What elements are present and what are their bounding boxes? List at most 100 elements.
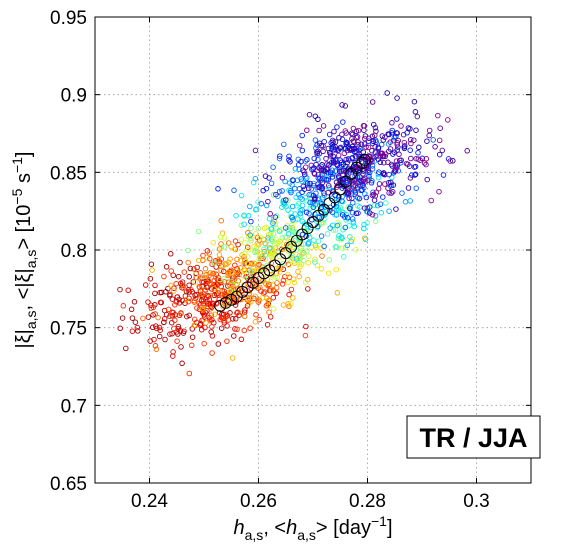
scatter-point	[166, 313, 173, 320]
scatter-point	[424, 176, 430, 183]
scatter-point	[289, 203, 296, 210]
scatter-point	[314, 150, 320, 157]
scatter-point	[210, 270, 217, 277]
scatter-point	[375, 174, 382, 181]
scatter-point	[370, 121, 377, 128]
scatter-point	[259, 295, 265, 301]
scatter-point	[401, 139, 408, 146]
y-tick-label: 0.9	[61, 86, 87, 107]
scatter-point	[372, 144, 378, 150]
scatter-point	[152, 282, 158, 289]
scatter-point	[394, 130, 400, 136]
scatter-point	[304, 248, 310, 254]
scatter-point	[407, 175, 414, 181]
scatter-point	[353, 148, 359, 154]
scatter-point	[312, 196, 318, 203]
scatter-point	[414, 113, 421, 120]
scatter-point	[305, 260, 312, 266]
scatter-point	[292, 211, 298, 217]
scatter-point	[200, 273, 207, 280]
scatter-point	[192, 279, 199, 285]
scatter-point	[312, 137, 319, 143]
scatter-point	[207, 280, 214, 287]
scatter-point	[247, 232, 253, 238]
scatter-point	[174, 329, 180, 335]
scatter-point	[325, 182, 332, 189]
scatter-point	[365, 144, 372, 151]
scatter-point	[198, 326, 205, 333]
scatter-point	[370, 138, 377, 144]
scatter-point	[181, 269, 188, 275]
scatter-point	[319, 179, 326, 186]
scatter-point	[241, 268, 248, 274]
scatter-point	[381, 159, 387, 166]
scatter-point	[380, 137, 387, 143]
scatter-point	[265, 297, 272, 304]
scatter-point	[366, 204, 373, 210]
scatter-point	[241, 262, 247, 268]
scatter-point	[301, 171, 308, 178]
scatter-point	[326, 257, 333, 263]
scatter-point	[403, 160, 410, 167]
scatter-point	[233, 212, 239, 219]
scatter-point	[228, 278, 235, 284]
scatter-point	[258, 200, 265, 207]
scatter-point	[290, 276, 297, 282]
scatter-point	[286, 262, 292, 269]
scatter-point	[149, 324, 156, 331]
scatter-point	[354, 134, 361, 140]
scatter-point	[167, 331, 173, 337]
scatter-point	[288, 214, 295, 220]
scatter-point	[333, 266, 340, 273]
scatter-point	[356, 179, 363, 185]
scatter-point	[173, 299, 180, 305]
scatter-point	[290, 295, 296, 301]
scatter-point	[320, 143, 326, 149]
scatter-point	[234, 310, 240, 316]
scatter-point	[168, 268, 174, 274]
scatter-point	[389, 120, 395, 126]
scatter-point	[241, 309, 248, 315]
scatter-point	[299, 147, 306, 154]
scatter-point	[263, 224, 269, 231]
mean-series-points	[214, 153, 371, 312]
scatter-point	[186, 312, 192, 319]
scatter-point	[412, 163, 419, 170]
scatter-point	[169, 312, 176, 319]
scatter-point	[218, 263, 224, 269]
scatter-point	[262, 241, 269, 247]
scatter-point	[228, 243, 234, 250]
scatter-point	[389, 127, 395, 134]
scatter-point	[209, 350, 215, 356]
scatter-point	[201, 340, 207, 347]
scatter-point	[327, 153, 334, 159]
scatter-point	[338, 159, 345, 165]
scatter-point	[336, 196, 342, 203]
scatter-point	[117, 325, 123, 332]
scatter-point	[304, 127, 310, 134]
scatter-point	[366, 153, 372, 159]
scatter-point	[207, 256, 213, 262]
scatter-point	[272, 274, 278, 280]
scatter-point	[386, 190, 392, 196]
scatter-point	[241, 313, 248, 320]
scatter-point	[320, 219, 326, 226]
scatter-point	[344, 179, 351, 186]
scatter-point	[125, 287, 131, 294]
scatter-point	[297, 213, 304, 220]
y-tick-label: 0.75	[50, 319, 87, 340]
scatter-point	[215, 257, 222, 263]
scatter-point	[156, 333, 163, 340]
scatter-point	[212, 311, 218, 318]
scatter-point	[369, 177, 375, 184]
scatter-point	[275, 239, 281, 246]
scatter-point	[330, 153, 336, 160]
scatter-point	[391, 135, 398, 141]
scatter-point	[402, 199, 409, 205]
scatter-point	[302, 332, 309, 339]
scatter-point	[208, 286, 215, 292]
scatter-point	[394, 116, 400, 122]
scatter-point	[386, 208, 392, 214]
scatter-point	[339, 102, 345, 108]
